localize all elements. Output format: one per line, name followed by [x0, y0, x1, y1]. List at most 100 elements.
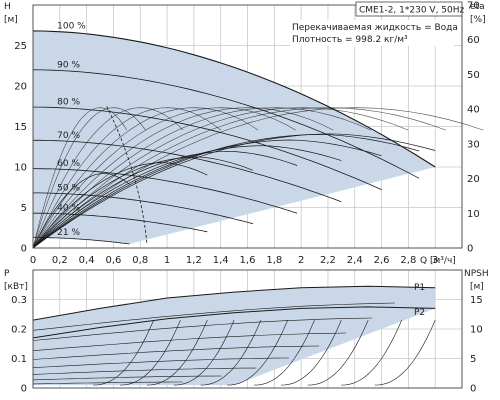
p1-label: P1 — [414, 283, 425, 293]
npsh-curve — [93, 319, 154, 386]
x-tick: 2,6 — [374, 255, 390, 266]
efficiency-curve — [32, 133, 436, 249]
power-speed-curve — [32, 317, 373, 341]
x-tick: 0,2 — [52, 255, 68, 266]
fluid-label: Перекачиваемая жидкость = Вода — [292, 23, 458, 33]
efficiency-curve — [32, 150, 298, 249]
power-speed-curve — [32, 345, 320, 360]
npsh-tick: 0 — [470, 384, 476, 395]
eta-curve — [32, 107, 371, 249]
eta-axis-unit: [%] — [470, 15, 486, 25]
speed-curve — [32, 168, 298, 214]
power-speed-curve — [32, 302, 395, 331]
eta-tick: 10 — [467, 209, 480, 220]
eta-boundary-curve — [106, 106, 148, 244]
model-box — [355, 1, 463, 17]
h-tick: 0 — [21, 244, 27, 255]
npsh-tick: 5 — [470, 354, 476, 365]
x-tick: 0 — [30, 255, 36, 266]
h-tick: 5 — [21, 203, 27, 214]
npsh-curve — [280, 319, 342, 386]
eta-tick: 20 — [467, 174, 480, 185]
eta-axis-title: eta — [470, 2, 485, 12]
eta-tick: 0 — [467, 244, 473, 255]
eta-tick: 40 — [467, 105, 480, 116]
p1-curve — [32, 285, 436, 321]
speed-label: 60 % — [57, 159, 80, 169]
speed-curve — [33, 106, 382, 191]
npsh-curve — [120, 319, 181, 386]
npsh-curve — [200, 319, 262, 386]
operating-area-fill — [33, 30, 436, 244]
power-speed-curve — [32, 357, 289, 368]
speed-label: 50 % — [57, 183, 80, 193]
efficiency-curve — [32, 134, 420, 249]
h-tick: 15 — [14, 122, 27, 133]
p-axis-unit: [кВт] — [4, 282, 28, 292]
power-speed-curve — [32, 381, 183, 385]
speed-label: 70 % — [57, 131, 80, 141]
x-tick: 1,6 — [240, 255, 256, 266]
p-axis-title: P — [4, 269, 10, 279]
density-label: Плотность = 998.2 кг/м³ — [292, 35, 408, 45]
npsh-tick: 10 — [470, 325, 483, 336]
eta-curve — [32, 107, 259, 249]
npsh-tick: 15 — [470, 295, 483, 306]
p2-label: P2 — [414, 308, 425, 318]
p-tick: 0 — [21, 384, 27, 395]
x-tick: 2,4 — [347, 255, 363, 266]
speed-label: 100 % — [57, 22, 86, 32]
x-tick: 1,4 — [213, 255, 229, 266]
efficiency-curve — [32, 172, 130, 249]
x-tick: 1,2 — [186, 255, 202, 266]
npsh-curve — [341, 319, 402, 386]
npsh-axis-unit: [м] — [470, 282, 484, 292]
npsh-axis-title: NPSH — [464, 269, 489, 279]
q-axis-unit: [м³/ч] — [430, 256, 456, 266]
h-axis-title: H — [4, 2, 11, 12]
speed-curve — [33, 212, 208, 233]
eta-curve — [32, 107, 128, 249]
speed-label: 90 % — [57, 60, 80, 70]
eta-curve — [32, 107, 334, 249]
q-axis-title: Q — [420, 256, 427, 266]
x-tick: 1,8 — [266, 255, 282, 266]
h-axis-unit: [м] — [4, 15, 18, 25]
npsh-curve — [227, 319, 288, 386]
fluid-info-box — [290, 20, 454, 46]
h-tick: 10 — [14, 163, 27, 174]
axes — [32, 4, 463, 389]
bottom-plot-frame — [32, 269, 463, 389]
npsh-curve — [374, 319, 436, 386]
eta-tick: 60 — [467, 35, 480, 46]
qh-curves — [32, 30, 484, 249]
x-tick: 1 — [164, 255, 170, 266]
eta-tick: 30 — [467, 139, 480, 150]
speed-curve — [32, 30, 436, 168]
x-tick: 0,6 — [105, 255, 121, 266]
power-area-fill — [33, 286, 436, 386]
eta-curve — [32, 107, 484, 249]
x-tick: 3 — [432, 255, 438, 266]
qh-area — [33, 30, 436, 244]
npsh-curve — [307, 319, 369, 386]
efficiency-curve — [32, 162, 208, 249]
tick-labels: 100 % 90 % 80 % 70 % 60 % 50 % 40 % 21 % P1 P2 0 0,… — [11, 1, 483, 395]
x-tick: 0,4 — [79, 255, 95, 266]
h-tick: 20 — [14, 82, 27, 93]
eta-curve — [32, 107, 296, 249]
model-label: CME1-2, 1*230 V, 50Hz — [359, 6, 465, 16]
x-tick: 2,2 — [320, 255, 336, 266]
p-tick: 0.3 — [11, 295, 27, 306]
power-speed-curve — [32, 367, 257, 375]
power-curves — [32, 285, 436, 386]
speed-curve — [32, 69, 420, 179]
eta-tick: 50 — [467, 70, 480, 81]
speed-label: 80 % — [57, 98, 80, 108]
speed-label: 40 % — [57, 204, 80, 214]
npsh-curve — [254, 319, 315, 386]
p-tick: 0.2 — [11, 325, 27, 336]
eta-curve — [32, 107, 184, 249]
h-tick: 25 — [14, 41, 27, 52]
